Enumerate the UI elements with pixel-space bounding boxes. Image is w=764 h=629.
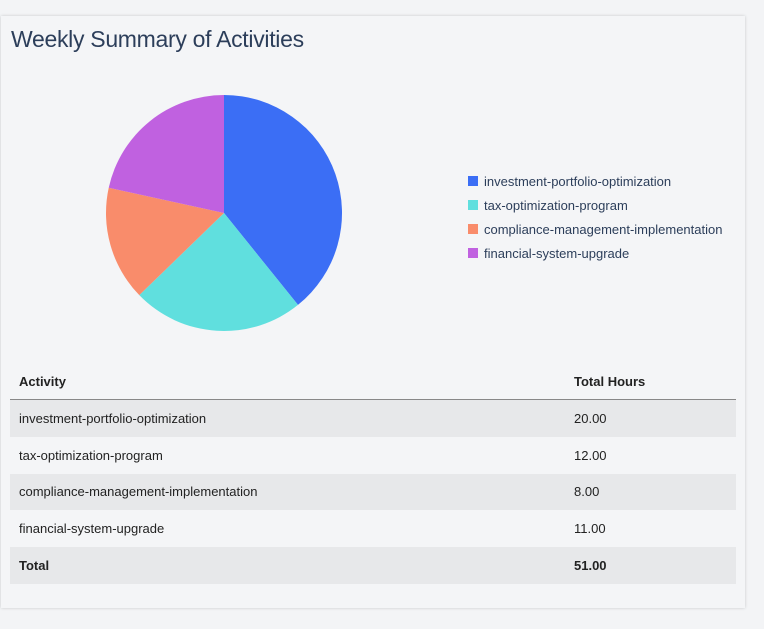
chart-legend: investment-portfolio-optimization tax-opt… [468, 169, 722, 265]
legend-label: investment-portfolio-optimization [484, 173, 672, 189]
page-title: Weekly Summary of Activities [11, 26, 304, 52]
legend-item[interactable]: compliance-management-implementation [468, 217, 722, 241]
summary-table: Activity Total Hours investment-portfoli… [10, 363, 736, 584]
pie-slice-investment-portfolio-optimization[interactable] [224, 95, 342, 305]
table-header-row: Activity Total Hours [10, 363, 736, 400]
legend-item[interactable]: financial-system-upgrade [468, 241, 722, 265]
hours-cell: 12.00 [574, 447, 607, 463]
header-activity: Activity [10, 363, 565, 400]
pie-slice-compliance-management-implementation[interactable] [106, 187, 224, 296]
legend-label: tax-optimization-program [484, 197, 628, 213]
legend-label: financial-system-upgrade [484, 245, 630, 261]
activity-cell: financial-system-upgrade [19, 521, 165, 537]
hours-cell: 11.00 [574, 521, 606, 537]
hours-cell: 20.00 [565, 399, 736, 437]
total-value: 51.00 [565, 547, 736, 584]
total-label: Total [10, 547, 565, 584]
summary-card: Weekly Summary of Activities investment-… [1, 16, 745, 608]
table-row: financial-system-upgrade 11.00 [10, 510, 736, 547]
total-row: Total 51.00 [10, 547, 736, 584]
pie-slice-financial-system-upgrade[interactable] [108, 95, 224, 213]
pie-chart [106, 95, 342, 332]
legend-swatch [468, 176, 478, 186]
legend-item[interactable]: investment-portfolio-optimization [468, 169, 722, 193]
header-total-hours: Total Hours [565, 363, 736, 400]
hours-cell: 8.00 [565, 473, 736, 511]
activity-cell: tax-optimization-program [19, 447, 163, 463]
legend-label: compliance-management-implementation [484, 221, 723, 237]
table-row: compliance-management-implementation 8.00 [10, 473, 736, 511]
activity-cell: compliance-management-implementation [10, 473, 565, 511]
table-row: tax-optimization-program 12.00 [10, 437, 736, 474]
table-row: investment-portfolio-optimization 20.00 [10, 399, 736, 437]
pie-slice-tax-optimization-program[interactable] [139, 213, 298, 332]
legend-swatch [468, 200, 478, 210]
legend-swatch [468, 224, 478, 234]
legend-item[interactable]: tax-optimization-program [468, 193, 722, 217]
legend-swatch [468, 248, 478, 258]
activity-cell: investment-portfolio-optimization [10, 399, 565, 437]
